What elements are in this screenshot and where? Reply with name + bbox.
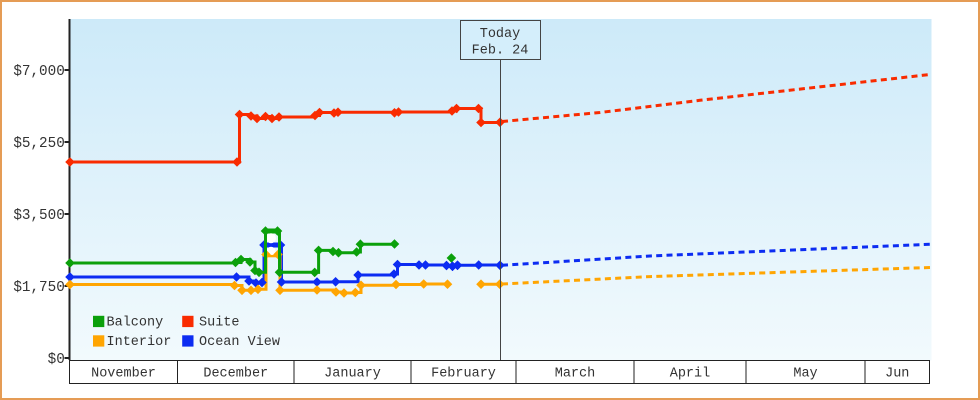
svg-text:Jun: Jun (885, 367, 909, 382)
svg-text:Today: Today (480, 27, 521, 42)
svg-text:February: February (431, 367, 496, 382)
svg-text:April: April (670, 367, 711, 382)
svg-text:Suite: Suite (199, 316, 240, 331)
svg-text:$0: $0 (48, 352, 65, 368)
svg-text:December: December (203, 367, 268, 382)
svg-text:March: March (555, 367, 596, 382)
svg-text:$7,000: $7,000 (13, 64, 64, 80)
svg-text:Ocean View: Ocean View (199, 335, 280, 350)
svg-text:Feb. 24: Feb. 24 (472, 44, 529, 59)
svg-text:$5,250: $5,250 (13, 136, 64, 152)
svg-text:Balcony: Balcony (107, 316, 164, 331)
svg-text:$1,750: $1,750 (13, 280, 64, 296)
svg-text:$3,500: $3,500 (13, 208, 64, 224)
svg-text:Interior: Interior (107, 335, 172, 350)
svg-text:November: November (91, 367, 156, 382)
svg-text:January: January (324, 367, 381, 382)
svg-text:May: May (793, 367, 817, 382)
